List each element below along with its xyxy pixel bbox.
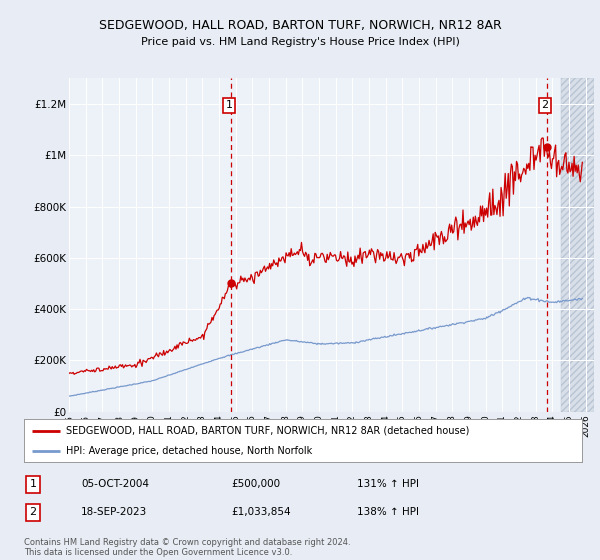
Text: Price paid vs. HM Land Registry's House Price Index (HPI): Price paid vs. HM Land Registry's House … xyxy=(140,37,460,47)
Text: 138% ↑ HPI: 138% ↑ HPI xyxy=(357,507,419,517)
Text: Contains HM Land Registry data © Crown copyright and database right 2024.
This d: Contains HM Land Registry data © Crown c… xyxy=(24,538,350,557)
Text: 05-OCT-2004: 05-OCT-2004 xyxy=(81,479,149,489)
Bar xyxy=(560,78,594,412)
Text: 1: 1 xyxy=(226,100,232,110)
Text: 2: 2 xyxy=(541,100,548,110)
Text: 2: 2 xyxy=(29,507,37,517)
Text: 1: 1 xyxy=(29,479,37,489)
Text: SEDGEWOOD, HALL ROAD, BARTON TURF, NORWICH, NR12 8AR (detached house): SEDGEWOOD, HALL ROAD, BARTON TURF, NORWI… xyxy=(66,426,469,436)
Bar xyxy=(560,78,594,412)
Text: 18-SEP-2023: 18-SEP-2023 xyxy=(81,507,147,517)
Text: £1,033,854: £1,033,854 xyxy=(231,507,290,517)
Text: SEDGEWOOD, HALL ROAD, BARTON TURF, NORWICH, NR12 8AR: SEDGEWOOD, HALL ROAD, BARTON TURF, NORWI… xyxy=(98,18,502,32)
Text: HPI: Average price, detached house, North Norfolk: HPI: Average price, detached house, Nort… xyxy=(66,446,312,456)
Text: £500,000: £500,000 xyxy=(231,479,280,489)
Text: 131% ↑ HPI: 131% ↑ HPI xyxy=(357,479,419,489)
